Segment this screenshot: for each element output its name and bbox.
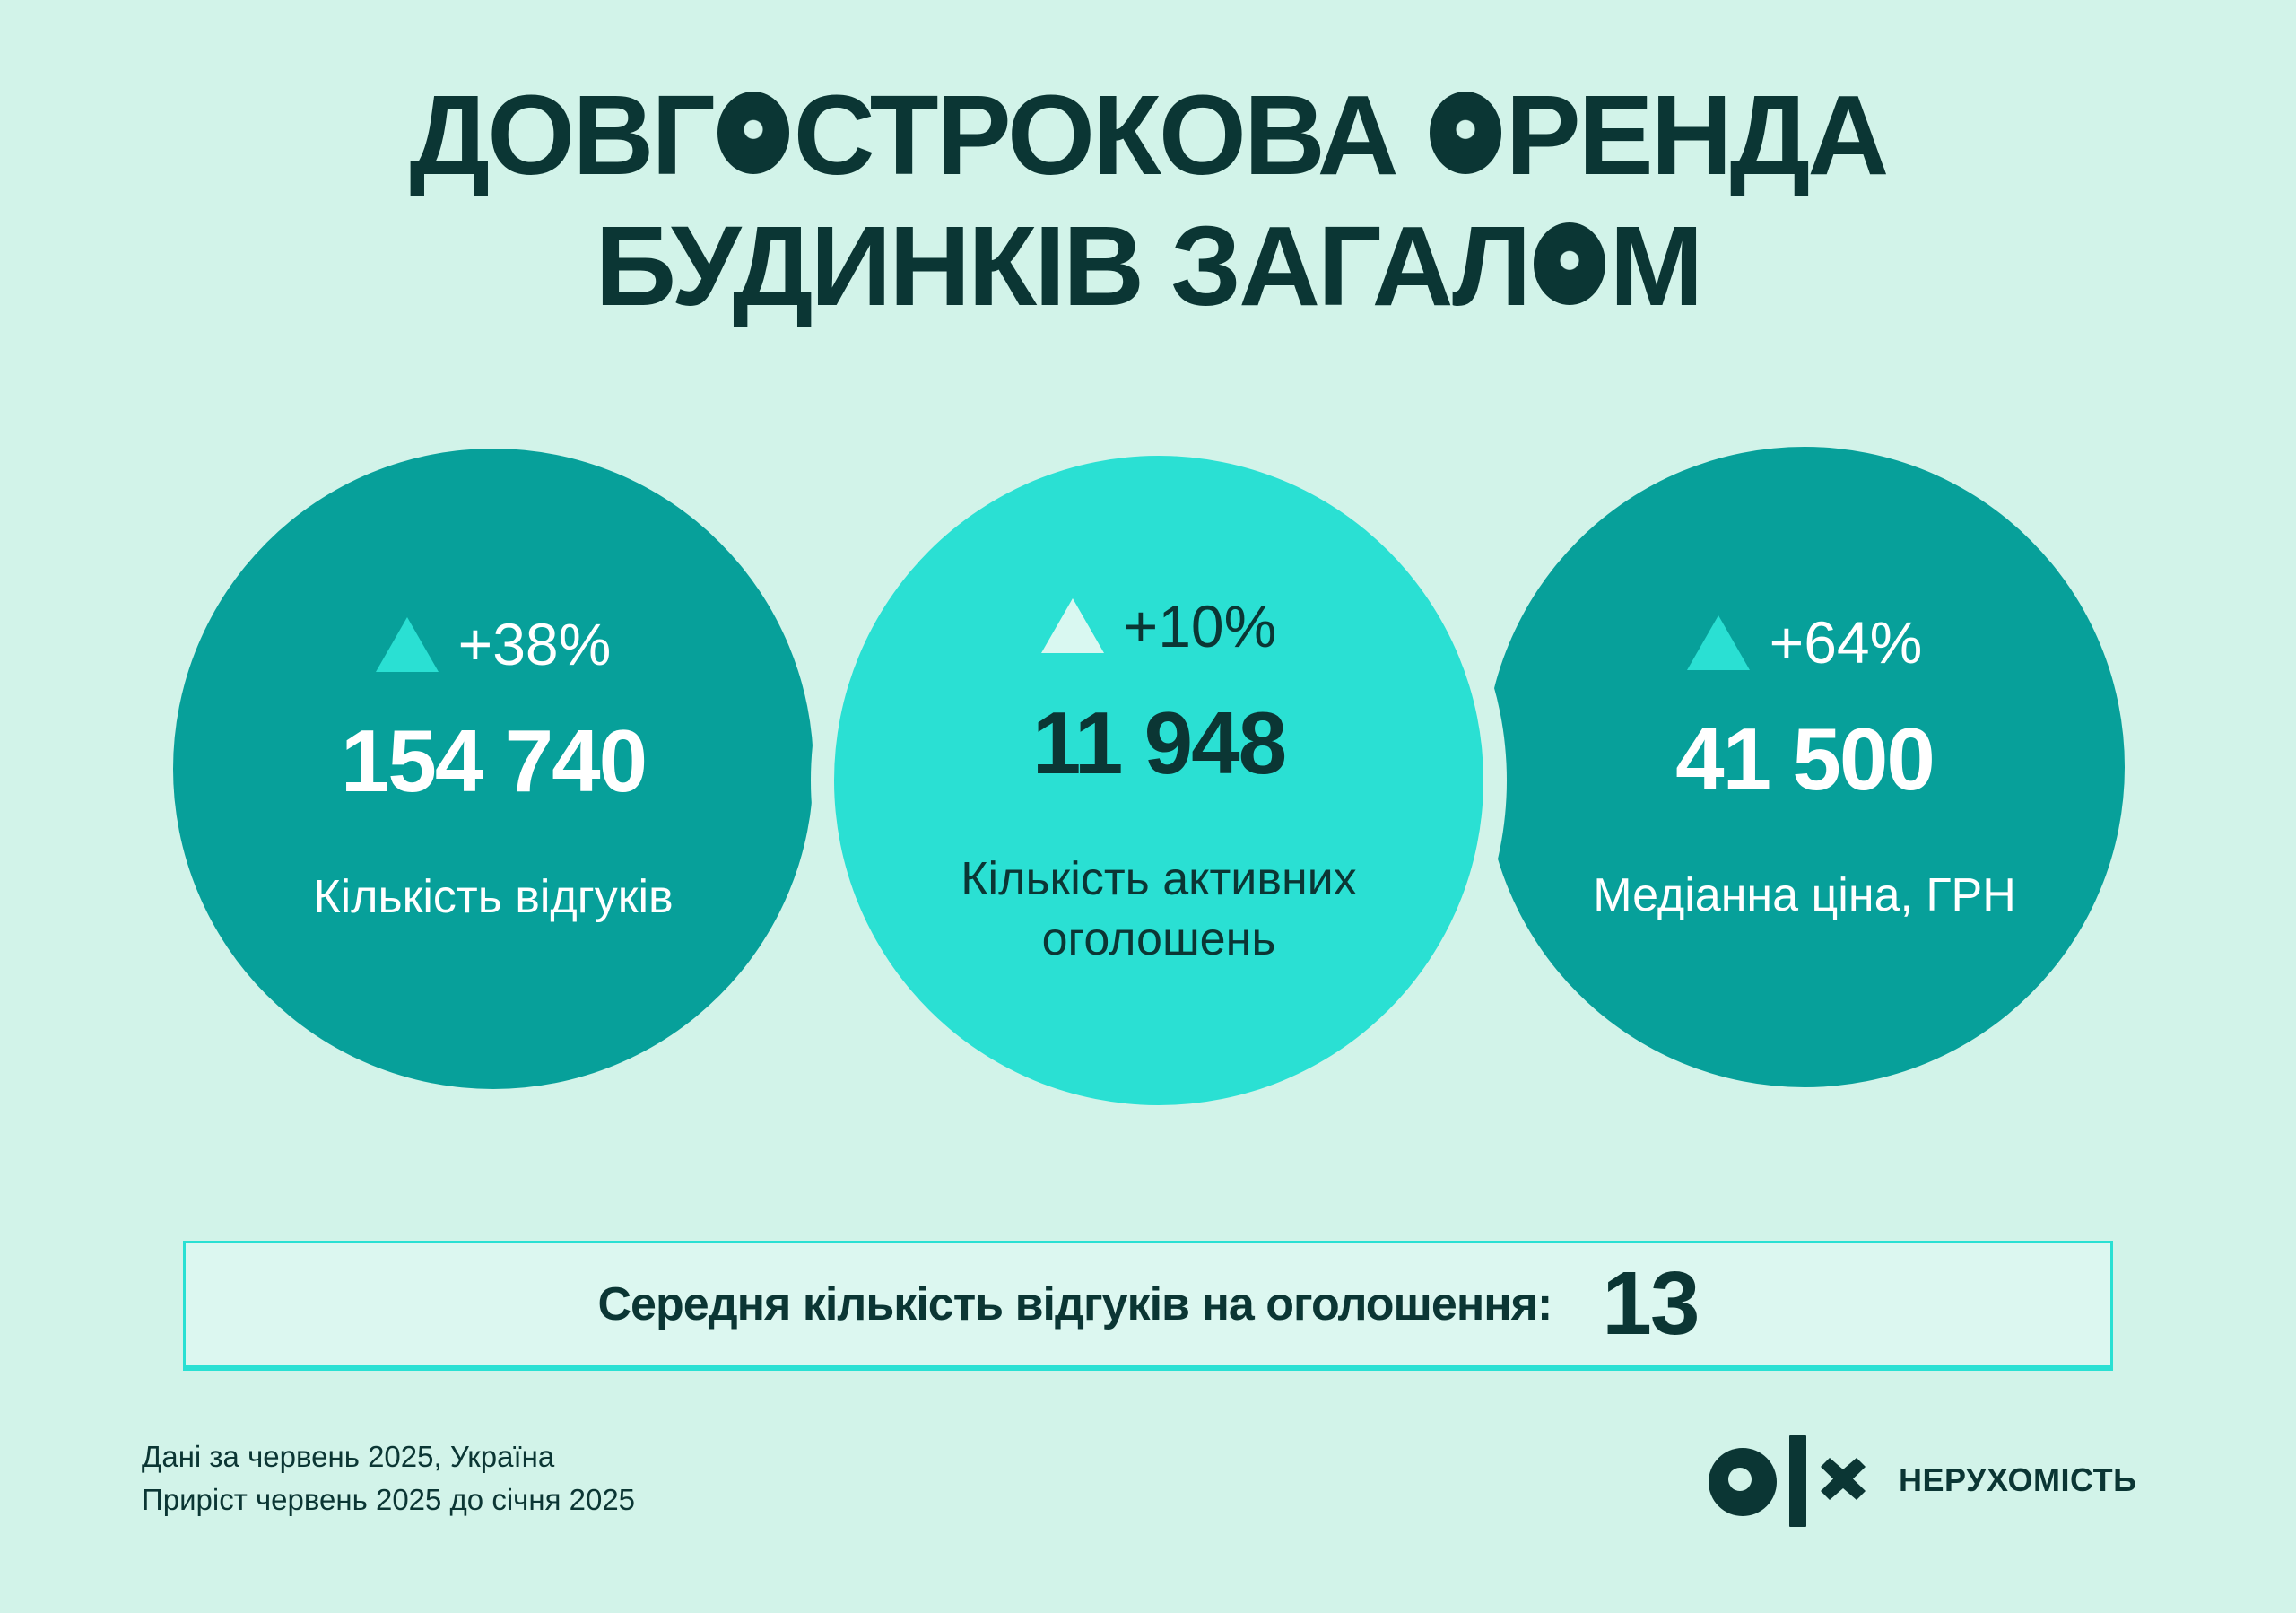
footer-notes: Дані за червень 2025, Україна Приріст че… [142, 1435, 635, 1521]
kpi-active-listings-delta-row: +10% [1040, 592, 1277, 660]
brand-block: НЕРУХОМІСТЬ [1709, 1434, 2136, 1527]
page-title: ДОВГ СТРОКОВА РЕНДА БУДИНКІВ ЗАГАЛ М [0, 70, 2296, 332]
kpi-active-listings-value: 11 948 [1031, 693, 1287, 792]
stylized-o-disc [717, 92, 789, 174]
kpi-reviews-delta: +38% [457, 611, 612, 678]
kpi-reviews-label: Кількість відгуків [313, 871, 674, 924]
summary-label: Середня кількість відгуків на оголошення… [597, 1277, 1552, 1330]
kpi-median-price-value: 41 500 [1675, 710, 1935, 809]
kpi-reviews-delta-row: +38% [375, 610, 612, 678]
kpi-card-median-price: +64% 41 500 Медіанна ціна, ГРН [1484, 447, 2125, 1087]
kpi-card-reviews: +38% 154 740 Кількість відгуків [173, 449, 813, 1089]
kpi-card-active-listings: +10% 11 948 Кількість активних оголошень [834, 456, 1483, 1105]
summary-bar: Середня кількість відгуків на оголошення… [183, 1241, 2113, 1371]
stylized-o-disc [1533, 222, 1605, 306]
growth-up-triangle-icon [1686, 615, 1750, 670]
growth-up-triangle-icon [375, 616, 439, 672]
brand-label: НЕРУХОМІСТЬ [1899, 1461, 2137, 1498]
growth-up-triangle-icon [1040, 598, 1104, 654]
olx-logo-icon [1709, 1435, 1866, 1527]
footer-note-line-2: Приріст червень 2025 до січня 2025 [142, 1482, 636, 1516]
kpi-median-price-delta: +64% [1769, 609, 1923, 676]
kpi-reviews-value: 154 740 [340, 711, 648, 811]
kpi-median-price-label: Медіанна ціна, ГРН [1593, 869, 2016, 922]
page-title-line-2: БУДИНКІВ ЗАГАЛ М [595, 203, 1704, 330]
kpi-active-listings-delta: +10% [1123, 592, 1277, 659]
page-title-line-1: ДОВГ СТРОКОВА РЕНДА [409, 72, 1890, 198]
footer-note-line-1: Дані за червень 2025, Україна [142, 1440, 555, 1473]
kpi-median-price-delta-row: +64% [1686, 608, 1923, 676]
kpi-active-listings-label: Кількість активних оголошень [961, 852, 1357, 965]
summary-value: 13 [1602, 1253, 1700, 1354]
stylized-o-disc [1429, 92, 1501, 174]
